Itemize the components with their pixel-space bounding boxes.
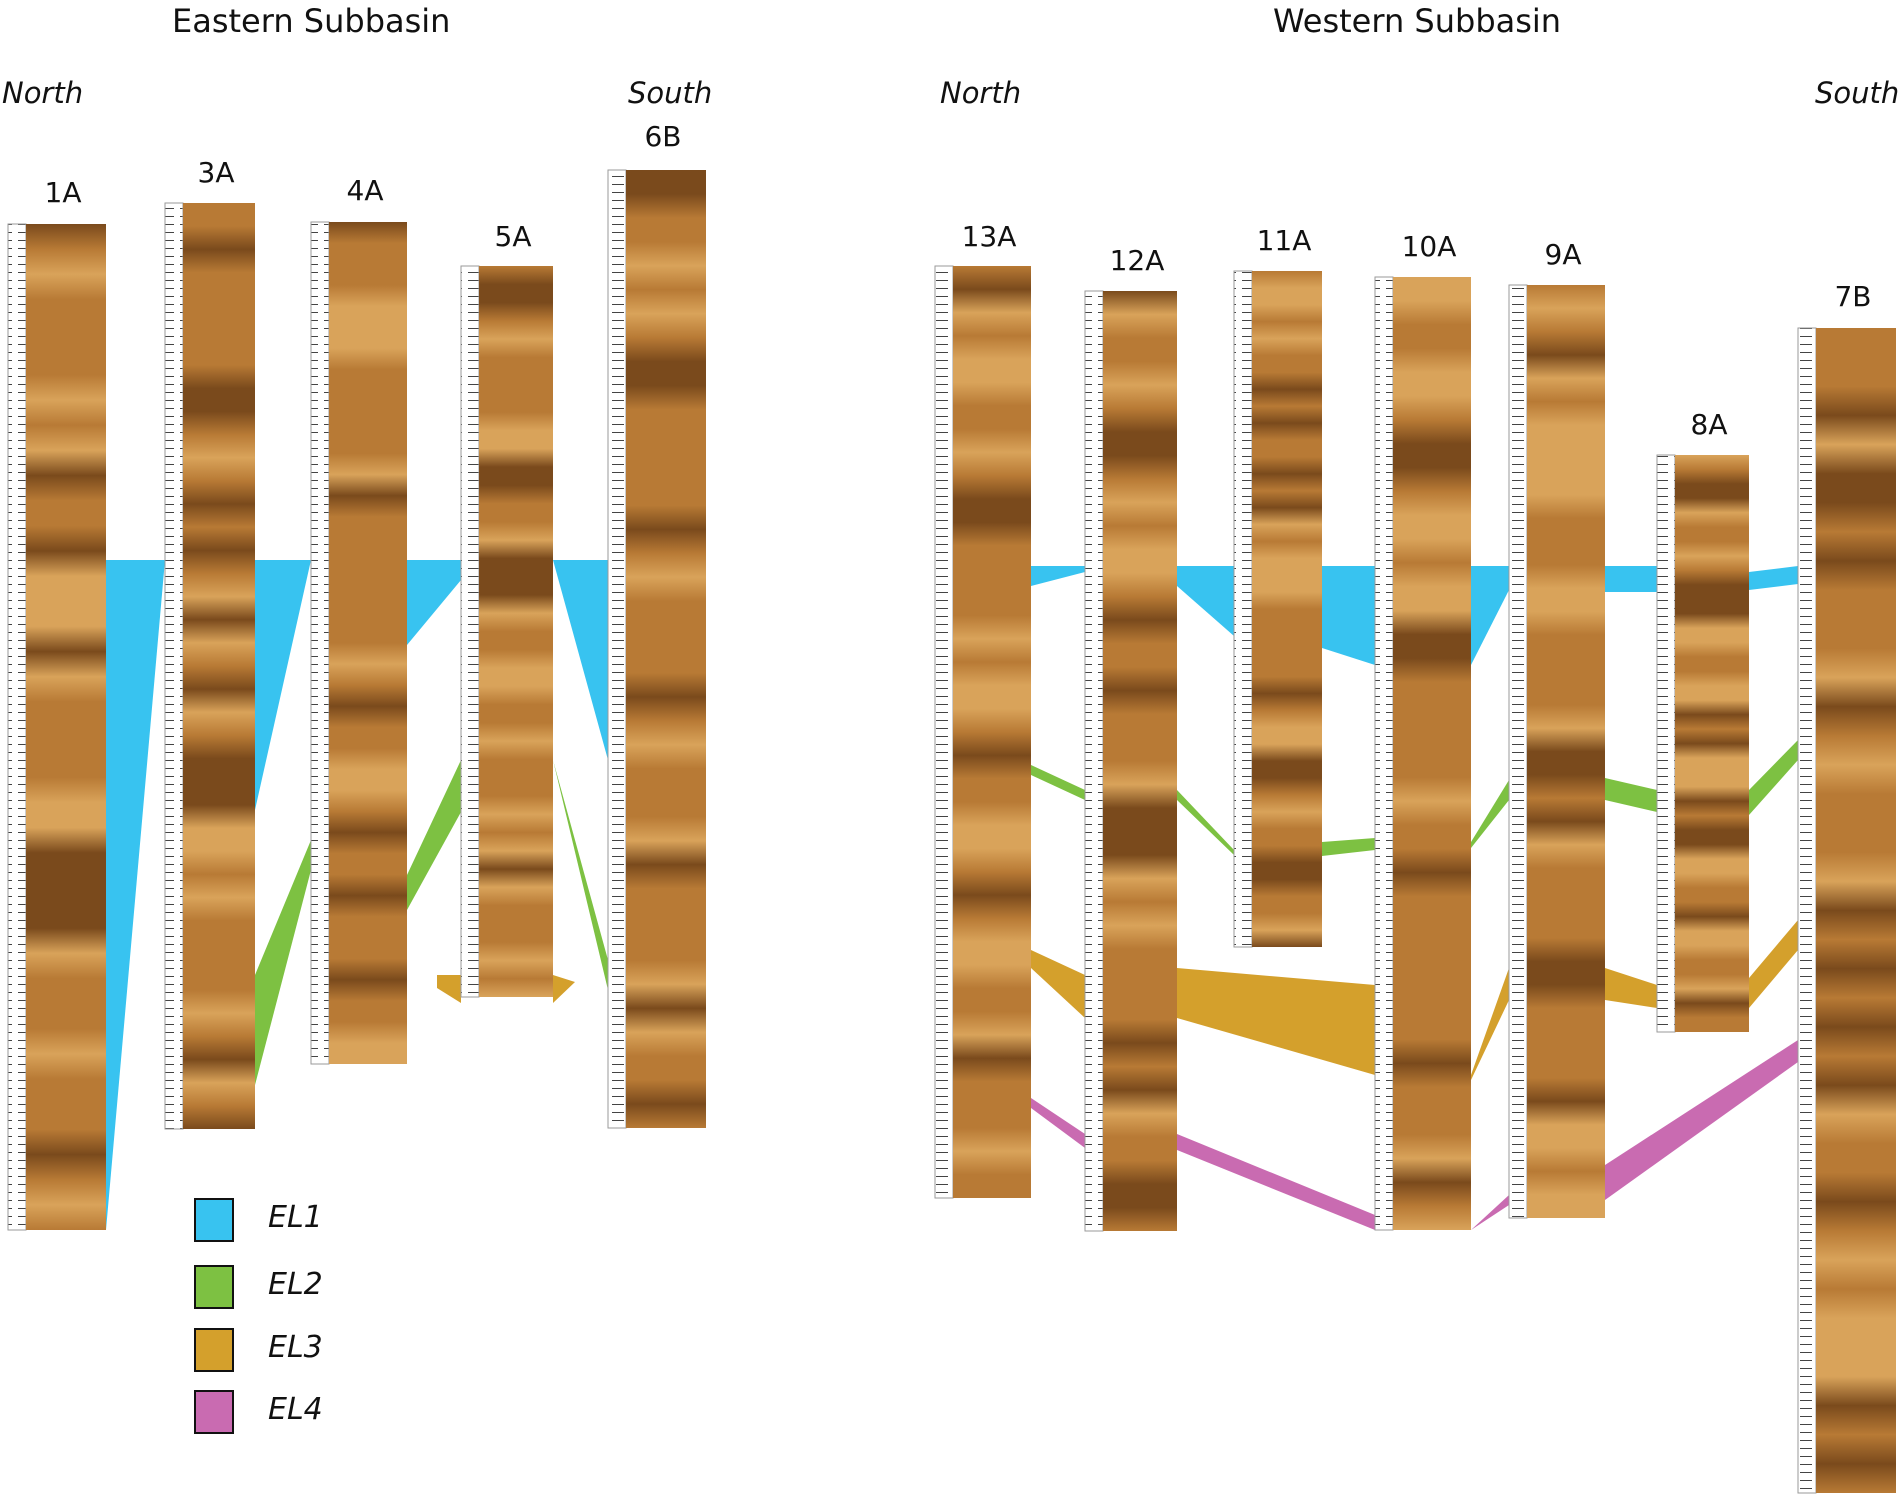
core-label-8A: 8A <box>1690 408 1728 441</box>
legend-label-el2: EL2 <box>268 1267 323 1302</box>
western-subbasin-title: Western Subbasin <box>1273 2 1562 40</box>
core-3A <box>164 202 255 1130</box>
core-4A <box>310 221 407 1065</box>
band-el1 <box>1031 566 1085 586</box>
band-el2 <box>255 840 311 1085</box>
sediment-core-image <box>183 203 255 1129</box>
core-11A <box>1233 270 1322 948</box>
core-8A <box>1656 454 1749 1033</box>
band-el2 <box>553 760 608 990</box>
band-el1 <box>407 560 461 645</box>
core-label-6B: 6B <box>644 120 682 153</box>
core-label-13A: 13A <box>961 220 1017 253</box>
band-el2 <box>1031 765 1085 800</box>
band-el1 <box>1471 566 1509 665</box>
legend-label-el3: EL3 <box>268 1330 323 1365</box>
legend-swatch-el4 <box>194 1390 234 1434</box>
sediment-core-image <box>1252 271 1322 947</box>
core-label-1A: 1A <box>44 176 82 209</box>
west-south-label: South <box>1815 76 1898 110</box>
core-label-9A: 9A <box>1544 238 1582 271</box>
core-label-3A: 3A <box>197 156 235 189</box>
core-label-10A: 10A <box>1401 230 1457 263</box>
core-1A <box>7 223 106 1231</box>
sediment-core-image <box>1675 455 1749 1032</box>
core-10A <box>1374 276 1471 1231</box>
east-north-label: North <box>2 76 84 110</box>
depth-scale <box>164 202 184 1130</box>
depth-scale <box>1374 276 1394 1231</box>
eastern-subbasin-title: Eastern Subbasin <box>172 2 451 40</box>
sediment-core-image <box>1103 291 1177 1231</box>
core-label-5A: 5A <box>494 220 532 253</box>
band-el3 <box>437 975 461 1003</box>
depth-scale <box>1508 284 1528 1219</box>
band-el4 <box>1031 1098 1085 1148</box>
sediment-core-image <box>953 266 1031 1198</box>
sediment-core-image <box>626 170 706 1128</box>
legend-label-el1: EL1 <box>268 1200 323 1235</box>
depth-scale <box>1656 454 1676 1033</box>
band-el2 <box>1471 780 1509 848</box>
band-el1 <box>1177 566 1234 636</box>
band-el2 <box>1177 790 1234 855</box>
sediment-core-image <box>1816 328 1896 1493</box>
depth-scale <box>934 265 954 1199</box>
band-el4 <box>1605 1040 1798 1200</box>
depth-scale <box>607 169 627 1129</box>
sediment-core-image <box>479 266 553 997</box>
depth-scale <box>310 221 330 1065</box>
band-el2 <box>1749 740 1798 815</box>
band-el3 <box>1471 968 1509 1080</box>
band-el1 <box>553 560 608 760</box>
band-el2 <box>1322 838 1375 856</box>
band-el3 <box>1605 968 1657 1008</box>
core-label-4A: 4A <box>346 174 384 207</box>
core-6B <box>607 169 706 1129</box>
band-el4 <box>1177 1134 1375 1230</box>
depth-scale <box>1084 290 1104 1232</box>
depth-scale <box>460 265 480 998</box>
sediment-core-image <box>329 222 407 1064</box>
band-el2 <box>1605 778 1657 812</box>
band-el2 <box>407 760 461 910</box>
band-el1 <box>1749 566 1798 590</box>
legend-swatch-el2 <box>194 1265 234 1309</box>
band-el1 <box>255 560 311 810</box>
depth-scale <box>1797 327 1817 1494</box>
core-images <box>7 169 1896 1494</box>
sediment-core-image <box>1393 277 1471 1230</box>
sediment-core-image <box>1527 285 1605 1218</box>
core-label-12A: 12A <box>1109 244 1165 277</box>
core-12A <box>1084 290 1177 1232</box>
band-el3 <box>1031 950 1085 1018</box>
sediment-core-image <box>26 224 106 1230</box>
depth-scale <box>1233 270 1253 948</box>
core-9A <box>1508 284 1605 1219</box>
band-el1 <box>1605 566 1657 592</box>
legend-swatch-el1 <box>194 1198 234 1242</box>
core-label-7B: 7B <box>1834 280 1872 313</box>
east-south-label: South <box>628 76 713 110</box>
band-el3 <box>1177 968 1375 1075</box>
band-el1 <box>1322 566 1375 665</box>
legend-swatch-el3 <box>194 1328 234 1372</box>
core-13A <box>934 265 1031 1199</box>
core-7B <box>1797 327 1896 1494</box>
core-5A <box>460 265 553 998</box>
core-label-11A: 11A <box>1256 224 1312 257</box>
west-north-label: North <box>940 76 1022 110</box>
band-el4 <box>1471 1195 1509 1230</box>
band-el3 <box>1749 920 1798 1008</box>
depth-scale <box>7 223 27 1231</box>
legend-label-el4: EL4 <box>268 1392 323 1427</box>
band-el1 <box>106 560 165 1230</box>
band-el3 <box>553 975 575 1003</box>
event-layer-bands <box>106 560 1798 1230</box>
